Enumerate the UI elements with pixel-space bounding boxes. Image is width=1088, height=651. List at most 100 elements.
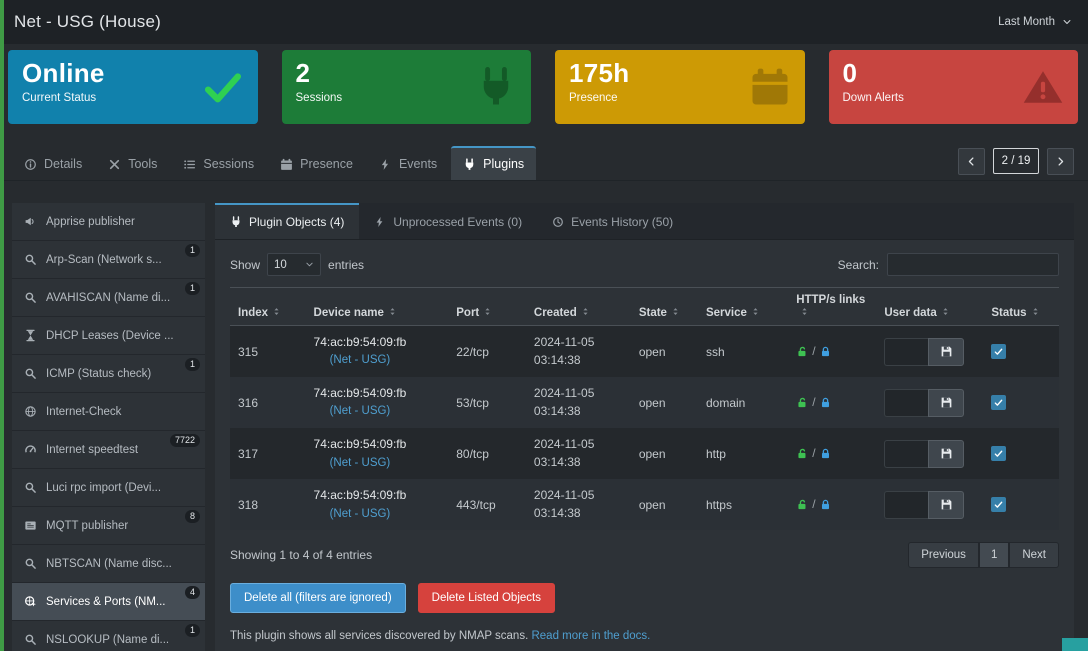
main-tab-bar: Details Tools Sessions Presence Events P…: [0, 146, 1088, 181]
https-link-icon[interactable]: [819, 447, 832, 461]
cell-device: 74:ac:b9:54:09:fb (Net - USG): [306, 377, 449, 428]
show-entries-select[interactable]: 10: [267, 253, 322, 276]
created-time: 03:14:38: [533, 352, 581, 367]
status-checkbox[interactable]: [991, 395, 1007, 411]
tab-presence[interactable]: Presence: [268, 146, 365, 180]
created-date: 2024-11-05: [533, 488, 595, 503]
delete-listed-button[interactable]: Delete Listed Objects: [417, 583, 555, 614]
column-header-state[interactable]: State: [630, 287, 698, 326]
column-header-index[interactable]: Index: [230, 287, 306, 326]
previous-page-button[interactable]: Previous: [908, 542, 979, 569]
prev-device-button[interactable]: [958, 147, 985, 175]
save-user-data-button[interactable]: [928, 388, 965, 417]
column-header-status[interactable]: Status: [983, 287, 1059, 326]
device-link[interactable]: (Net - USG): [329, 354, 391, 367]
search-input[interactable]: [887, 253, 1059, 276]
status-checkbox[interactable]: [991, 344, 1007, 360]
status-card-sessions[interactable]: 2 Sessions: [281, 50, 531, 124]
sidebar-item-label: Arp-Scan (Network s...: [46, 253, 162, 266]
status-checkbox[interactable]: [991, 497, 1007, 513]
http-link-icon[interactable]: [796, 345, 809, 359]
column-header-user-data[interactable]: User data: [876, 287, 984, 326]
cell-index: 315: [238, 344, 259, 359]
sidebar-item-internet-speedtest[interactable]: Internet speedtest 7722: [12, 431, 205, 469]
status-card-current-status[interactable]: Online Current Status: [8, 50, 258, 124]
http-link-icon[interactable]: [796, 447, 809, 461]
tab-details[interactable]: Details: [12, 146, 94, 180]
sidebar-item-icmp[interactable]: ICMP (Status check) 1: [12, 355, 205, 393]
sidebar-item-label: Luci rpc import (Devi...: [46, 481, 162, 494]
cell-port: 80/tcp: [456, 446, 489, 461]
column-header-port[interactable]: Port: [448, 287, 526, 326]
column-header-service[interactable]: Service: [697, 287, 789, 326]
plug-icon: [230, 216, 242, 228]
sidebar-item-apprise-publisher[interactable]: Apprise publisher: [12, 203, 205, 241]
plugin-sidebar: Apprise publisher Arp-Scan (Network s...…: [12, 203, 205, 651]
save-user-data-button[interactable]: [928, 490, 965, 519]
time-range-select[interactable]: Last Month: [998, 16, 1072, 28]
sidebar-item-internet-check[interactable]: Internet-Check: [12, 393, 205, 431]
tab-plugin-objects[interactable]: Plugin Objects (4): [215, 203, 360, 239]
table-pagination: Previous 1 Next: [908, 542, 1059, 569]
newspaper-icon: [24, 519, 37, 532]
cell-created: 2024-11-05 03:14:38: [526, 377, 631, 428]
sidebar-item-nbtscan[interactable]: NBTSCAN (Name disc...: [12, 545, 205, 583]
docs-link[interactable]: Read more in the docs.: [531, 630, 651, 643]
chevron-down-icon: [1062, 17, 1072, 27]
cell-state: open: [638, 344, 666, 359]
user-data-input[interactable]: [884, 439, 929, 468]
next-device-button[interactable]: [1047, 147, 1074, 175]
sidebar-item-nslookup[interactable]: NSLOOKUP (Name di... 1: [12, 621, 205, 651]
megaphone-icon: [24, 215, 37, 228]
sidebar-item-dhcp-leases[interactable]: DHCP Leases (Device ...: [12, 317, 205, 355]
tab-unprocessed-events[interactable]: Unprocessed Events (0): [359, 203, 537, 239]
status-card-down-alerts[interactable]: 0 Down Alerts: [828, 50, 1078, 124]
page-1-button[interactable]: 1: [978, 542, 1010, 569]
delete-all-button[interactable]: Delete all (filters are ignored): [230, 583, 406, 614]
save-user-data-button[interactable]: [928, 337, 965, 366]
sidebar-item-avahiscan[interactable]: AVAHISCAN (Name di... 1: [12, 279, 205, 317]
tab-tools[interactable]: Tools: [96, 146, 169, 180]
floppy-icon: [940, 498, 953, 511]
https-link-icon[interactable]: [819, 345, 832, 359]
tab-label: Sessions: [203, 157, 255, 171]
tab-sessions[interactable]: Sessions: [171, 146, 266, 180]
status-card-presence[interactable]: 175h Presence: [555, 50, 805, 124]
sidebar-item-label: AVAHISCAN (Name di...: [46, 291, 171, 304]
device-link[interactable]: (Net - USG): [329, 456, 391, 469]
device-mac: 74:ac:b9:54:09:fb: [313, 386, 407, 401]
https-link-icon[interactable]: [819, 498, 832, 512]
cell-http-links: /: [788, 479, 876, 530]
user-data-input[interactable]: [884, 337, 929, 366]
cell-status: [983, 377, 1059, 428]
sidebar-item-services-ports[interactable]: Services & Ports (NM... 4: [12, 583, 205, 621]
calendar-icon: [749, 66, 791, 108]
next-page-button[interactable]: Next: [1009, 542, 1059, 569]
https-link-icon[interactable]: [819, 396, 832, 410]
sidebar-item-arp-scan[interactable]: Arp-Scan (Network s... 1: [12, 241, 205, 279]
plugin-objects-table: Index Device name Port Created State Ser…: [230, 287, 1059, 531]
status-checkbox[interactable]: [991, 446, 1007, 462]
http-link-icon[interactable]: [796, 498, 809, 512]
sidebar-item-mqtt-publisher[interactable]: MQTT publisher 8: [12, 507, 205, 545]
bolt-icon: [374, 216, 386, 228]
save-user-data-button[interactable]: [928, 439, 965, 468]
device-link[interactable]: (Net - USG): [329, 507, 391, 520]
device-link[interactable]: (Net - USG): [329, 405, 391, 418]
tab-events[interactable]: Events: [367, 146, 449, 180]
tab-plugins[interactable]: Plugins: [451, 146, 537, 180]
tab-label: Events History (50): [571, 215, 674, 229]
cell-status: [983, 479, 1059, 530]
sidebar-badge: 1: [184, 244, 200, 257]
user-data-input[interactable]: [884, 388, 929, 417]
user-data-input[interactable]: [884, 490, 929, 519]
sidebar-item-label: DHCP Leases (Device ...: [46, 329, 174, 342]
column-header-http-links[interactable]: HTTP/s links: [788, 287, 877, 326]
tab-label: Details: [44, 157, 83, 171]
table-controls: Show 10 entries Search:: [230, 253, 1059, 276]
column-header-created[interactable]: Created: [525, 287, 631, 326]
column-header-device-name[interactable]: Device name: [305, 287, 449, 326]
sidebar-item-luci-rpc-import[interactable]: Luci rpc import (Devi...: [12, 469, 205, 507]
http-link-icon[interactable]: [796, 396, 809, 410]
tab-events-history[interactable]: Events History (50): [537, 203, 688, 239]
